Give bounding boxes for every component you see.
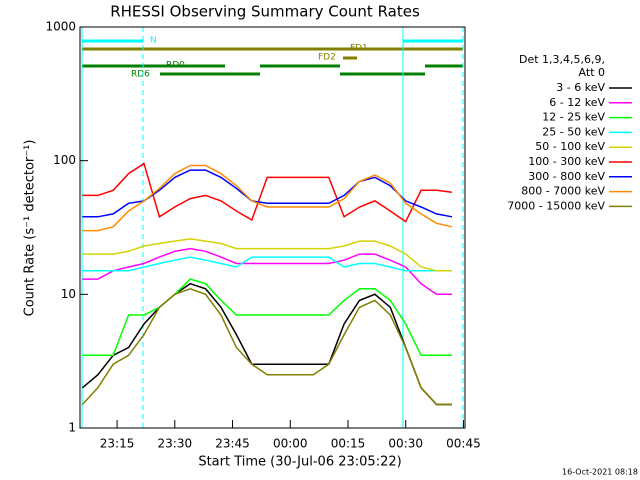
y-tick-label: 1000: [45, 20, 76, 34]
series-line: [81, 282, 452, 406]
x-tick-label: 00:30: [388, 437, 423, 451]
series-line: [81, 288, 452, 406]
legend-title: Att 0: [579, 66, 605, 79]
legend-label: 3 - 6 keV: [556, 81, 605, 94]
orbit-lines: [81, 27, 464, 428]
legend-label: 25 - 50 keV: [542, 125, 605, 138]
series-line: [82, 278, 452, 357]
x-tick-label: 23:45: [215, 437, 250, 451]
x-axis-label: Start Time (30-Jul-06 23:05:22): [198, 455, 401, 470]
series-line: [82, 238, 452, 272]
series-line: [82, 247, 452, 296]
flag-label: RD6: [131, 70, 150, 80]
y-tick-label: 1: [68, 421, 76, 435]
legend-label: 800 - 7000 keV: [521, 185, 605, 198]
x-tick-label: 00:00: [273, 437, 308, 451]
legend-label: 300 - 800 keV: [528, 170, 605, 183]
plot-frame: [79, 26, 466, 429]
flag-label: RD0: [166, 61, 185, 71]
x-tick-label: 23:15: [100, 437, 135, 451]
series-line: [82, 256, 452, 272]
y-axis-label: Count Rate (s⁻¹ detector⁻¹): [23, 140, 38, 317]
legend-label: 50 - 100 keV: [535, 140, 605, 153]
flag-label: FD2: [318, 53, 336, 63]
flag-label: N: [150, 36, 157, 46]
flag-bars: [82, 39, 463, 76]
y-tick-label: 10: [61, 287, 76, 301]
x-tick-label: 23:30: [158, 437, 193, 451]
legend-label: 6 - 12 keV: [549, 96, 605, 109]
legend-title: Det 1,3,4,5,6,9,: [519, 53, 605, 66]
footer: 16-Oct-2021 08:18: [562, 468, 638, 477]
chart-title: RHESSI Observing Summary Count Rates: [110, 3, 420, 21]
legend-label: 12 - 25 keV: [542, 111, 605, 124]
legend-label: 100 - 300 keV: [528, 155, 605, 168]
y-tick-label: 100: [53, 153, 76, 167]
series-line: [82, 162, 452, 223]
flag-label: FD1: [350, 44, 368, 54]
series-line: [82, 164, 453, 232]
x-tick-label: 00:15: [331, 437, 366, 451]
legend-label: 7000 - 15000 keV: [507, 199, 605, 212]
x-tick-label: 00:45: [446, 437, 481, 451]
